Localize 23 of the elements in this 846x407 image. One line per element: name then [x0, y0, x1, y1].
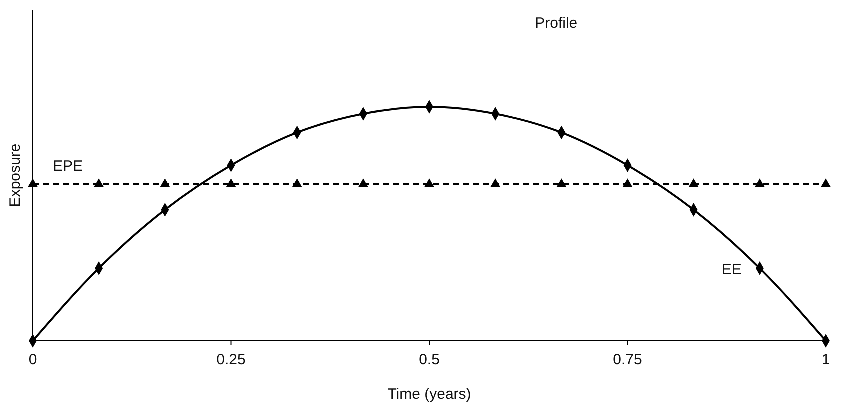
point: [94, 178, 104, 187]
y-axis-title: Exposure: [7, 144, 24, 208]
chart-title: Profile: [535, 15, 578, 32]
point: [556, 178, 566, 187]
point: [689, 178, 699, 187]
series-label: EPE: [53, 158, 84, 176]
x-tick-label: 0.5: [419, 352, 440, 368]
point: [358, 178, 368, 187]
point: [622, 178, 633, 187]
x-tick-label: 0.25: [216, 352, 246, 368]
x-tick-label: 0: [28, 352, 38, 368]
point: [424, 178, 434, 187]
point: [292, 178, 302, 187]
x-tick-label: 1: [822, 352, 830, 368]
point: [28, 178, 38, 187]
point: [821, 178, 831, 187]
point: [490, 178, 500, 187]
x-axis-title: Time (years): [388, 386, 472, 403]
x-tick-label: 0.75: [613, 352, 642, 368]
point: [226, 178, 236, 187]
point: [160, 178, 170, 187]
series-label: EE: [722, 261, 742, 278]
point: [755, 178, 765, 187]
